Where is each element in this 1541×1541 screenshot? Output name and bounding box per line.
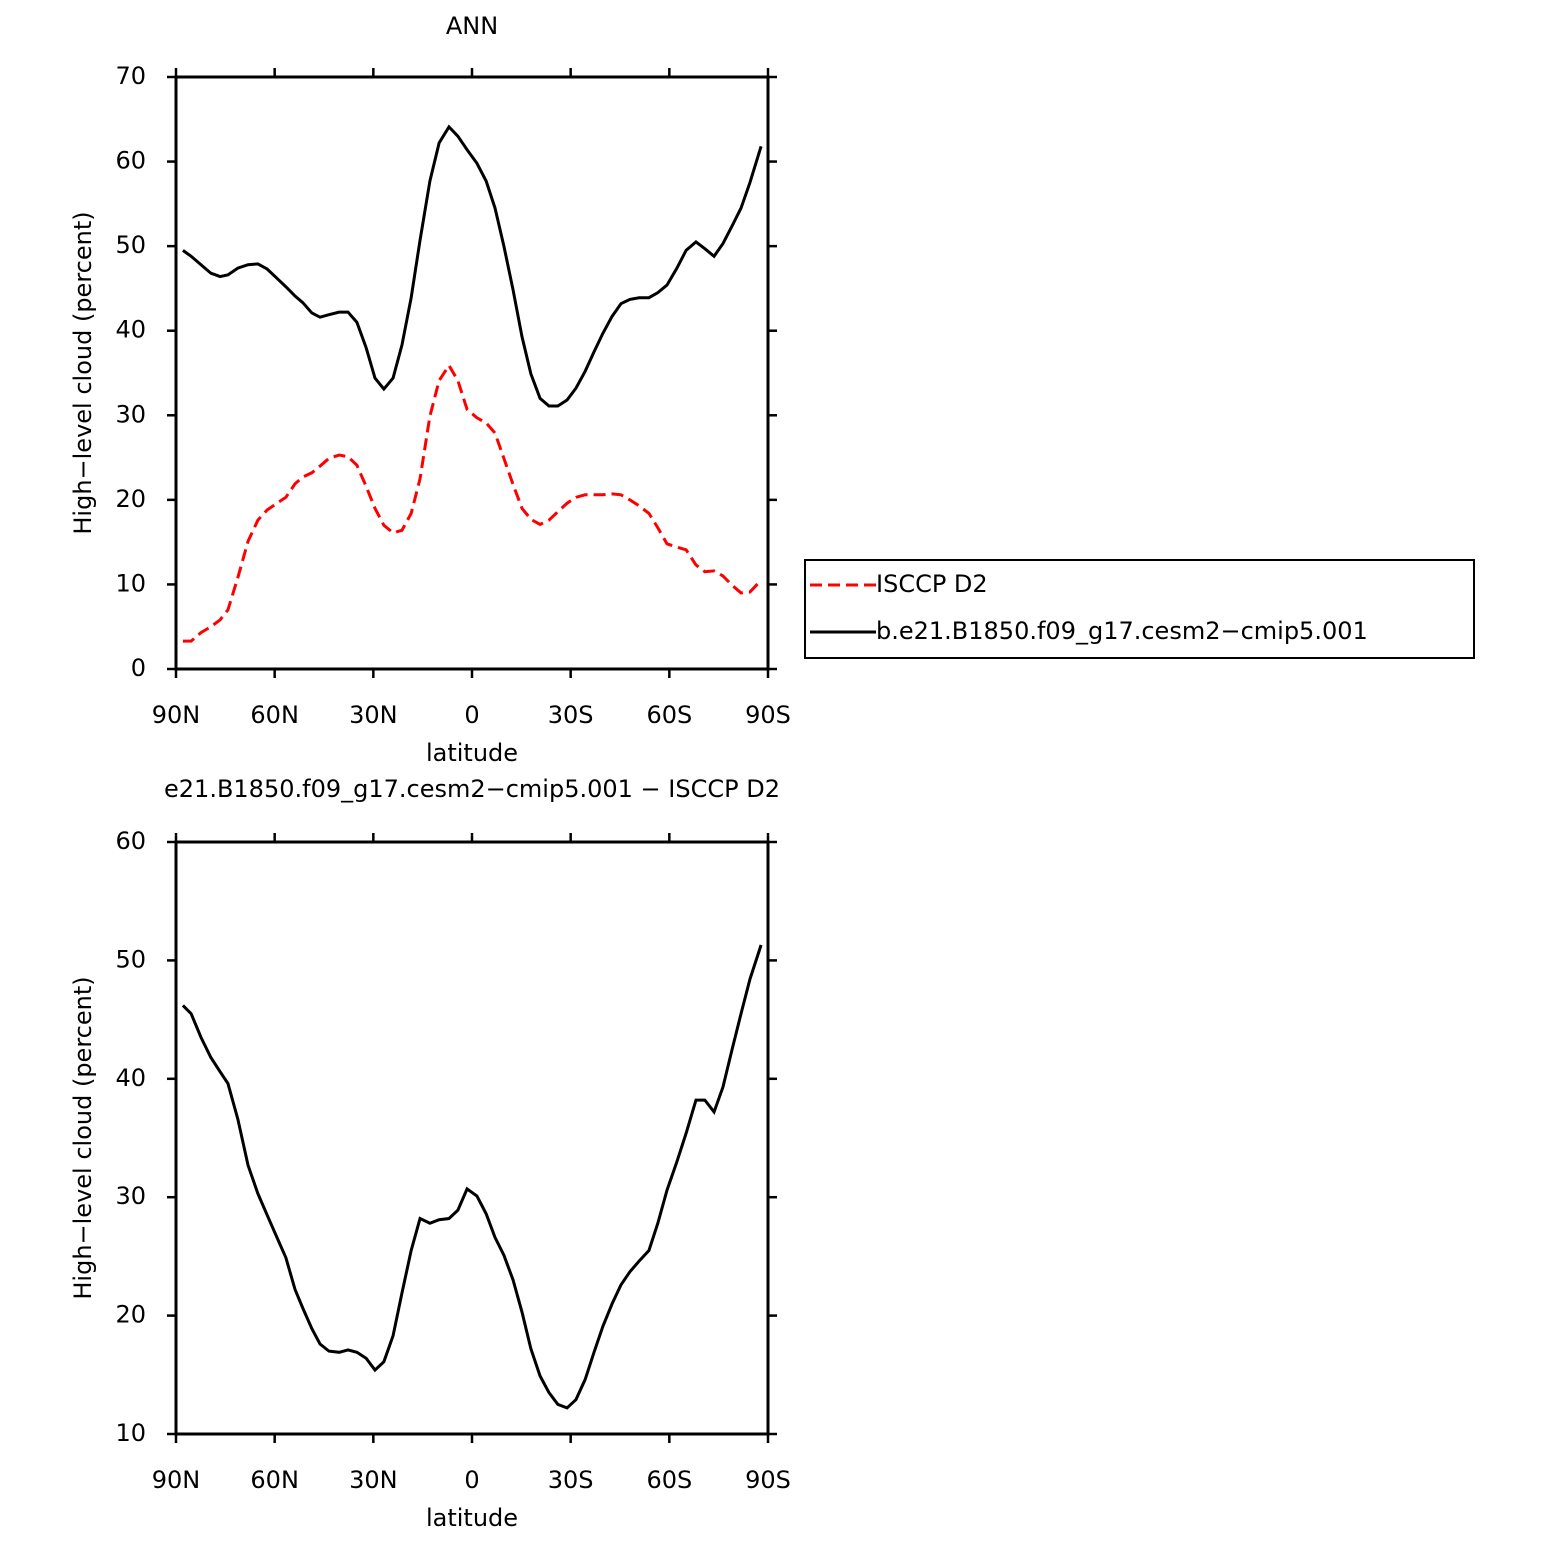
x-axis-label: latitude (426, 739, 518, 767)
y-tick-label: 60 (115, 147, 146, 175)
x-tick-label: 30N (349, 701, 398, 729)
x-tick-label: 30S (548, 1466, 594, 1494)
y-tick-label: 60 (115, 827, 146, 855)
x-tick-label: 90N (152, 701, 201, 729)
x-tick-label: 90N (152, 1466, 201, 1494)
legend-label: ISCCP D2 (876, 570, 988, 598)
x-tick-label: 0 (464, 1466, 479, 1494)
x-tick-label: 60N (250, 701, 299, 729)
chart-title: ANN (446, 12, 498, 40)
x-tick-label: 60N (250, 1466, 299, 1494)
data-line (182, 124, 763, 408)
x-tick-label: 30S (548, 701, 594, 729)
legend-label: b.e21.B1850.f09_g17.cesm2−cmip5.001 (876, 617, 1368, 645)
y-tick-label: 20 (115, 1301, 146, 1329)
y-tick-label: 30 (115, 400, 146, 428)
y-tick-label: 40 (115, 1064, 146, 1092)
y-axis-label: High−level cloud (percent) (69, 211, 97, 534)
x-tick-label: 60S (646, 1466, 692, 1494)
data-line (182, 362, 763, 643)
y-tick-label: 50 (115, 945, 146, 973)
x-tick-label: 90S (745, 1466, 791, 1494)
y-tick-label: 40 (115, 316, 146, 344)
y-tick-label: 70 (115, 62, 146, 90)
y-tick-label: 10 (115, 569, 146, 597)
chart-title: e21.B1850.f09_g17.cesm2−cmip5.001 − ISCC… (164, 775, 780, 803)
x-tick-label: 60S (646, 701, 692, 729)
plot-frame (174, 75, 770, 671)
x-tick-label: 30N (349, 1466, 398, 1494)
y-axis-label: High−level cloud (percent) (69, 976, 97, 1299)
x-axis-label: latitude (426, 1504, 518, 1532)
y-tick-label: 50 (115, 231, 146, 259)
x-tick-label: 0 (464, 701, 479, 729)
data-line (181, 944, 763, 1410)
y-tick-label: 0 (131, 654, 146, 682)
y-tick-label: 20 (115, 485, 146, 513)
x-tick-label: 90S (745, 701, 791, 729)
y-tick-label: 30 (115, 1182, 146, 1210)
legend-box (804, 559, 1475, 659)
y-tick-label: 10 (115, 1419, 146, 1447)
plot-frame (174, 840, 770, 1436)
